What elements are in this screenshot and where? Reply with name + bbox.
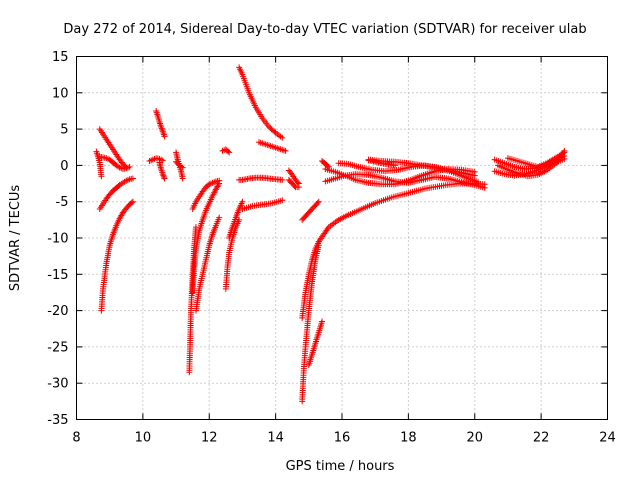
y-tick-label: -35 <box>47 413 68 428</box>
data-point <box>319 318 326 325</box>
plot-frame <box>76 56 608 420</box>
data-points <box>93 64 568 405</box>
data-point <box>160 174 167 181</box>
series-track-7 <box>153 107 168 140</box>
data-point <box>158 123 165 130</box>
data-point <box>128 199 135 206</box>
data-point <box>126 163 133 170</box>
data-point <box>291 182 298 189</box>
data-point <box>481 184 488 191</box>
series-track-11 <box>186 224 199 376</box>
series-track-2 <box>93 148 105 180</box>
data-point <box>314 199 321 206</box>
series-track-36 <box>504 149 568 170</box>
data-point <box>215 182 222 189</box>
series-track-27 <box>305 318 326 369</box>
data-point <box>216 177 223 184</box>
data-point <box>158 125 165 132</box>
x-tick-label: 12 <box>201 431 218 446</box>
series-track-19 <box>236 174 286 183</box>
data-point <box>282 147 289 154</box>
series-track-28 <box>315 180 488 245</box>
series-track-3 <box>96 153 133 173</box>
series-track-25 <box>299 238 322 321</box>
x-tick-label: 8 <box>72 431 80 446</box>
series-track-22 <box>285 167 302 187</box>
series-track-20 <box>239 197 286 212</box>
y-tick-label: 10 <box>52 86 69 101</box>
y-tick-label: -25 <box>47 340 68 355</box>
data-point <box>279 134 286 141</box>
data-point <box>279 197 286 204</box>
x-axis-title: GPS time / hours <box>286 459 395 474</box>
data-point <box>324 162 331 169</box>
chart-title: Day 272 of 2014, Sidereal Day-to-day VTE… <box>63 22 586 37</box>
series-track-6 <box>146 155 166 165</box>
data-point <box>179 164 186 171</box>
data-point <box>179 175 186 182</box>
y-tick-label: -5 <box>56 195 69 210</box>
data-point <box>471 172 478 179</box>
axes: 8 10 12 14 16 18 20 22 24 15 10 5 0 -5 -10 -15 -20 -25 -30… <box>47 50 616 446</box>
series-track-10 <box>173 158 186 171</box>
data-point <box>392 162 399 169</box>
data-point <box>288 170 295 177</box>
series-track-13 <box>189 177 223 212</box>
data-point <box>294 179 301 186</box>
y-tick-label: -10 <box>47 232 68 247</box>
data-point <box>315 198 322 205</box>
series-track-29 <box>322 171 488 191</box>
y-tick-label: 0 <box>60 159 68 174</box>
data-point <box>239 198 246 205</box>
data-point <box>159 171 166 178</box>
y-tick-label: 5 <box>60 123 68 138</box>
data-point <box>161 175 168 182</box>
data-point <box>216 214 223 221</box>
series-track-26 <box>299 198 322 223</box>
series-track-21 <box>256 139 289 154</box>
data-point <box>159 157 166 164</box>
y-tick-label: 15 <box>52 50 69 65</box>
series-track-38 <box>319 158 332 170</box>
data-point <box>325 163 332 170</box>
data-point <box>161 133 168 140</box>
y-axis-title: SDTVAR / TECUs <box>8 185 23 292</box>
x-tick-label: 20 <box>466 431 483 446</box>
series-track-17 <box>226 198 246 241</box>
series-track-15 <box>219 146 233 156</box>
data-point <box>159 126 166 133</box>
x-tick-label: 22 <box>533 431 550 446</box>
data-point <box>129 198 136 205</box>
data-point <box>160 172 167 179</box>
series-track-23 <box>285 176 302 191</box>
x-tick-label: 24 <box>599 431 616 446</box>
data-point <box>225 148 232 155</box>
data-point <box>226 149 233 156</box>
y-tick-label: -20 <box>47 304 68 319</box>
series-track-5 <box>98 198 136 314</box>
data-point <box>561 149 568 156</box>
series-track-12 <box>189 180 223 296</box>
data-point <box>129 175 136 182</box>
series-track-37 <box>365 157 399 169</box>
series-track-18 <box>236 64 286 141</box>
data-point <box>279 176 286 183</box>
data-point <box>475 179 482 186</box>
data-point <box>98 173 105 180</box>
x-tick-label: 14 <box>267 431 284 446</box>
data-point <box>295 184 302 191</box>
series-track-16 <box>222 216 243 292</box>
grid <box>76 56 608 420</box>
x-tick-label: 10 <box>135 431 152 446</box>
series-track-8 <box>156 159 168 182</box>
series-track-14 <box>192 214 223 314</box>
x-tick-label: 18 <box>400 431 417 446</box>
y-tick-label: -30 <box>47 377 68 392</box>
y-tick-label: -15 <box>47 268 68 283</box>
data-point <box>561 155 568 162</box>
series-track-4 <box>96 175 136 212</box>
x-tick-label: 16 <box>334 431 351 446</box>
